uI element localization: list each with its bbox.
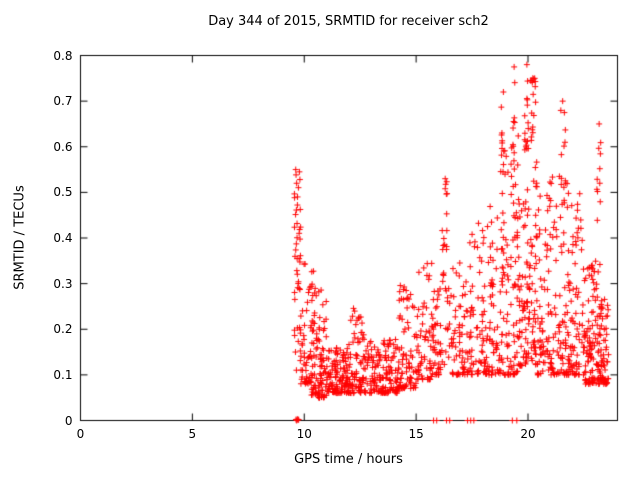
y-tick-label: 0.2 <box>53 322 73 337</box>
y-tick-label: 0.7 <box>53 94 73 109</box>
y-tick-label: 0 <box>64 413 73 428</box>
x-tick-label: 5 <box>188 426 197 441</box>
y-tick-label: 0.8 <box>53 48 73 63</box>
x-tick-label: 20 <box>520 426 536 441</box>
y-tick-label: 0.1 <box>53 367 73 382</box>
y-tick-label: 0.5 <box>53 185 73 200</box>
x-tick-label: 15 <box>408 426 424 441</box>
y-tick-label: 0.6 <box>53 139 73 154</box>
x-tick-label: 10 <box>296 426 312 441</box>
x-tick-label: 0 <box>76 426 85 441</box>
y-tick-label: 0.4 <box>53 231 73 245</box>
y-tick-label: 0.3 <box>53 276 73 291</box>
